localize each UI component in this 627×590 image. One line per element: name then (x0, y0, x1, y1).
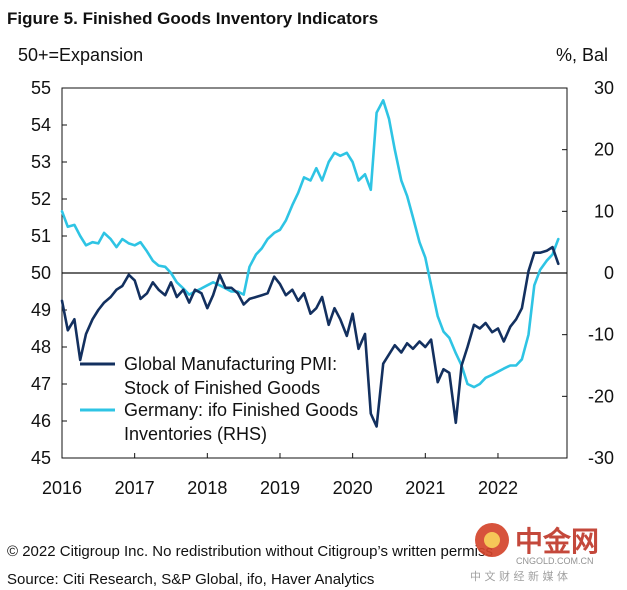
watermark-tagline: 中 文 财 经 新 媒 体 (470, 569, 568, 583)
left-tick-label: 50 (31, 263, 51, 283)
x-tick-label: 2016 (42, 478, 82, 498)
watermark-domain: CNGOLD.COM.CN (516, 556, 594, 566)
right-tick-label: 20 (594, 140, 614, 160)
x-tick-label: 2021 (405, 478, 445, 498)
left-tick-label: 51 (31, 226, 51, 246)
x-tick-label: 2019 (260, 478, 300, 498)
left-axis-caption: 50+=Expansion (18, 45, 143, 65)
right-tick-label: 0 (604, 263, 614, 283)
left-tick-label: 55 (31, 78, 51, 98)
watermark-logo: 中金网 CNGOLD.COM.CN 中 文 财 经 新 媒 体 (470, 523, 599, 583)
right-tick-label: 10 (594, 201, 614, 221)
right-tick-label: -20 (588, 386, 614, 406)
legend: Global Manufacturing PMI: Stock of Finis… (80, 354, 358, 444)
series-lines (60, 99, 560, 428)
watermark-name: 中金网 (515, 525, 599, 558)
source-note: Source: Citi Research, S&P Global, ifo, … (7, 571, 374, 588)
left-tick-label: 47 (31, 374, 51, 394)
series-line-pmi (60, 245, 560, 428)
copyright-note: © 2022 Citigroup Inc. No redistribution … (7, 543, 493, 560)
x-tick-label: 2020 (333, 478, 373, 498)
legend-label-pmi-line1: Global Manufacturing PMI: (124, 354, 337, 374)
legend-label-ifo-line2: Inventories (RHS) (124, 424, 267, 444)
right-tick-label: 30 (594, 78, 614, 98)
right-tick-label: -10 (588, 325, 614, 345)
x-tick-label: 2018 (187, 478, 227, 498)
legend-label-pmi-line2: Stock of Finished Goods (124, 378, 320, 398)
left-tick-label: 49 (31, 300, 51, 320)
chart-title: Figure 5. Finished Goods Inventory Indic… (7, 9, 378, 28)
x-tick-label: 2022 (478, 478, 518, 498)
axis-ticks: 45 46 47 48 49 50 51 52 53 54 55 -30 -20 -10 0 10 20 30 20… (31, 78, 614, 498)
left-tick-label: 48 (31, 337, 51, 357)
left-tick-label: 46 (31, 411, 51, 431)
series-line-ifo (60, 99, 560, 389)
right-tick-label: -30 (588, 448, 614, 468)
x-tick-label: 2017 (115, 478, 155, 498)
left-tick-label: 52 (31, 189, 51, 209)
left-tick-label: 54 (31, 115, 51, 135)
legend-label-ifo-line1: Germany: ifo Finished Goods (124, 400, 358, 420)
right-axis-caption: %, Bal (556, 45, 608, 65)
left-tick-label: 45 (31, 448, 51, 468)
left-tick-label: 53 (31, 152, 51, 172)
